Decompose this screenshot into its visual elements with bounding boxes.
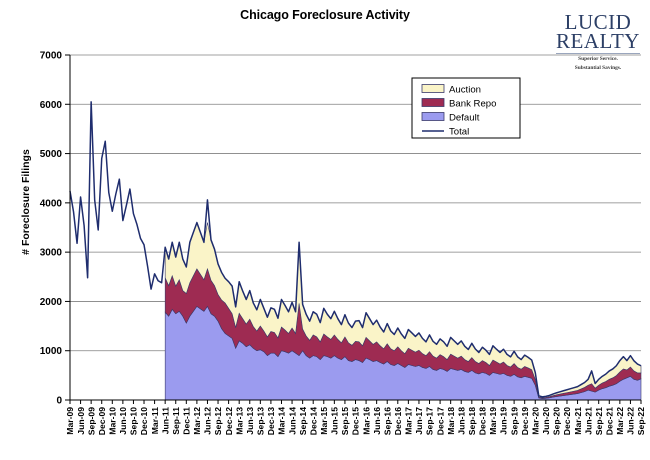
x-tick-label: Mar-19 (488, 407, 498, 435)
x-tick-label: Sep-10 (129, 407, 139, 435)
x-tick-label: Sep-17 (425, 407, 435, 435)
x-tick-label: Sep-14 (298, 407, 308, 435)
x-tick-label: Jun-20 (541, 407, 551, 435)
brand-tagline-2: Substantial Savings. (574, 65, 622, 72)
y-tick-label: 0 (56, 396, 62, 407)
x-tick-label: Mar-21 (573, 407, 583, 435)
x-tick-label: Sep-12 (213, 407, 223, 435)
y-tick-label: 7000 (40, 51, 63, 62)
x-tick-label: Jun-15 (330, 407, 340, 435)
lucid-realty-logo: LUCID REALTY Superior Service. Substanti… (552, 12, 644, 73)
x-tick-label: Jun-09 (76, 407, 86, 435)
x-tick-label: Mar-20 (530, 407, 540, 435)
x-tick-label: Mar-11 (150, 407, 160, 434)
x-tick-label: Mar-16 (361, 407, 371, 435)
x-tick-label: Jun-22 (626, 407, 636, 435)
x-tick-label: Sep-18 (467, 407, 477, 435)
chart-legend: Auction Bank Repo Default Total (411, 77, 521, 139)
legend-label: Default (449, 112, 480, 123)
x-tick-label: Dec-09 (97, 407, 107, 435)
y-tick-label: 4000 (40, 198, 63, 209)
brand-divider (556, 53, 640, 54)
x-tick-label: Dec-13 (266, 407, 276, 435)
x-tick-label: Mar-09 (65, 407, 75, 435)
legend-swatch (421, 112, 445, 121)
y-tick-label: 2000 (40, 297, 63, 308)
x-tick-label: Sep-13 (256, 407, 266, 435)
x-tick-label: Dec-19 (520, 407, 530, 435)
x-tick-label: Jun-14 (287, 407, 297, 435)
x-tick-label: Mar-22 (615, 407, 625, 435)
x-tick-label: Jun-16 (372, 407, 382, 435)
y-tick-label: 5000 (40, 149, 63, 160)
brand-line-2: REALTY (556, 29, 640, 53)
x-tick-label: Dec-16 (393, 407, 403, 435)
x-tick-label: Dec-21 (604, 407, 614, 435)
x-tick-label: Sep-09 (86, 407, 96, 435)
x-tick-label: Dec-11 (182, 407, 192, 435)
x-tick-label: Dec-10 (139, 407, 149, 435)
brand-line-1: LUCID (564, 10, 632, 34)
legend-label: Total (449, 126, 469, 137)
x-tick-label: Mar-10 (108, 407, 118, 435)
legend-swatch (421, 84, 445, 93)
x-tick-label: Sep-15 (340, 407, 350, 435)
x-tick-label: Jun-17 (414, 407, 424, 435)
x-tick-label: Sep-16 (382, 407, 392, 435)
x-tick-label: Dec-15 (351, 407, 361, 435)
x-tick-label: Mar-17 (404, 407, 414, 435)
x-tick-label: Jun-12 (203, 407, 213, 435)
brand-tagline-1: Superior Service. (578, 56, 618, 62)
legend-label: Bank Repo (449, 98, 496, 109)
x-tick-label: Dec-12 (224, 407, 234, 435)
x-tick-label: Mar-15 (319, 407, 329, 435)
legend-label: Auction (449, 84, 481, 95)
x-tick-label: Dec-17 (435, 407, 445, 435)
x-tick-label: Mar-12 (192, 407, 202, 435)
x-tick-label: Mar-13 (234, 407, 244, 435)
x-tick-label: Jun-10 (118, 407, 128, 435)
x-tick-label: Dec-18 (478, 407, 488, 435)
x-tick-label: Sep-20 (552, 407, 562, 435)
chart-title: Chicago Foreclosure Activity (240, 8, 410, 22)
y-tick-label: 6000 (40, 100, 63, 111)
x-tick-label: Jun-21 (583, 407, 593, 435)
total-line (69, 101, 642, 398)
x-tick-label: Sep-21 (594, 407, 604, 435)
y-gridlines: 0 1000 2000 3000 4000 5000 6000 7000 (40, 51, 641, 407)
x-tick-label: Sep-11 (171, 407, 181, 435)
x-tick-label: Mar-18 (446, 407, 456, 435)
x-tick-label: Sep-19 (509, 407, 519, 435)
x-tick-label: Jun-18 (456, 407, 466, 435)
x-tick-label: Mar-14 (277, 407, 287, 435)
x-tick-label: Jun-13 (245, 407, 255, 435)
stacked-areas (164, 221, 642, 401)
x-tick-label: Jun-19 (499, 407, 509, 435)
x-tick-label: Dec-20 (562, 407, 572, 435)
x-tick-label: Jun-11 (160, 407, 170, 434)
x-axis-ticks: Mar-09 Jun-09 Sep-09 Dec-09 Mar-10 Jun-10 Sep-… (65, 400, 646, 435)
legend-swatch (421, 98, 445, 107)
x-tick-label: Sep-22 (636, 407, 646, 435)
y-tick-label: 3000 (40, 248, 63, 259)
y-tick-label: 1000 (40, 346, 63, 357)
x-tick-label: Dec-14 (308, 407, 318, 435)
